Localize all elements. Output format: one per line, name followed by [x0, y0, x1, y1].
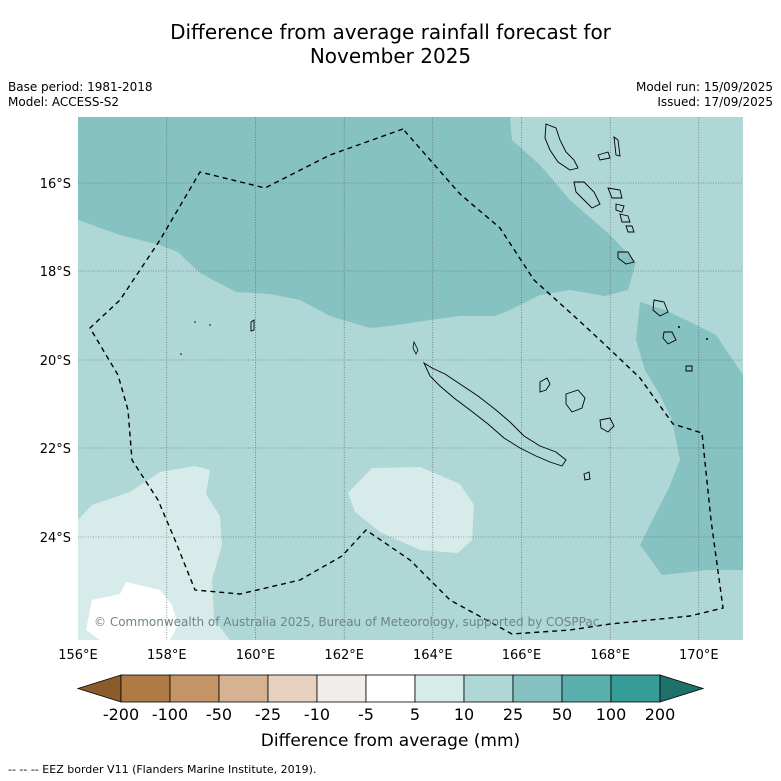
model-run-text: Model run: 15/09/2025	[635, 80, 773, 94]
colorbar-label: 5	[410, 705, 420, 724]
belep-island	[412, 340, 419, 355]
colorbar-segment	[169, 674, 220, 703]
lat-tick-label: 20°S	[40, 354, 71, 369]
matthew-island	[678, 326, 680, 328]
metadata-right: Model run: 15/09/2025 Issued: 17/09/2025	[636, 80, 773, 110]
lon-tick-label: 158°E	[147, 648, 187, 663]
colorbar-label: -25	[255, 705, 281, 724]
lat-tick-label: 18°S	[40, 265, 71, 280]
colorbar-label: -100	[152, 705, 188, 724]
colorbar-label: -5	[358, 705, 374, 724]
lat-tick-label: 24°S	[40, 531, 71, 546]
map-area: © Commonwealth of Australia 2025, Bureau…	[78, 117, 743, 640]
colorbar-extension-low	[76, 674, 122, 703]
epi-island	[615, 203, 625, 213]
reef-dot-1	[194, 321, 196, 323]
colorbar-segment	[218, 674, 269, 703]
reef-dot-2	[209, 324, 211, 326]
colorbar-segment	[414, 674, 465, 703]
rain-band-5-10-center	[348, 467, 474, 553]
malekula-island	[573, 181, 601, 209]
title-line-2: November 2025	[309, 44, 472, 68]
ouvea-island	[539, 377, 551, 393]
efate-island	[625, 225, 635, 233]
colorbar-label: 10	[454, 705, 474, 724]
lat-tick-label: 16°S	[40, 177, 71, 192]
copyright-text: © Commonwealth of Australia 2025, Bureau…	[94, 615, 599, 629]
colorbar-label: 200	[645, 705, 676, 724]
lon-tick-label: 166°E	[502, 648, 542, 663]
issued-text: Issued: 17/09/2025	[657, 95, 773, 109]
eez-footnote: -- -- -- EEZ border V11 (Flanders Marine…	[8, 763, 317, 776]
lon-tick-label: 170°E	[679, 648, 719, 663]
lat-tick-label: 22°S	[40, 442, 71, 457]
colorbar-label: -10	[304, 705, 330, 724]
graticule	[78, 117, 743, 640]
chesterfield-islands	[250, 319, 255, 332]
lon-tick-label: 162°E	[324, 648, 364, 663]
colorbar-label: -50	[206, 705, 232, 724]
lon-tick-label: 168°E	[590, 648, 630, 663]
eez-border	[89, 128, 724, 635]
pentecost-island	[613, 136, 621, 157]
colorbar-labels: -200 -100 -50 -25 -10 -5 5 10 25 50 100 …	[103, 705, 675, 724]
colorbar-title: Difference from average (mm)	[260, 731, 521, 751]
rain-band-white	[86, 582, 178, 640]
tanna-island	[652, 299, 669, 317]
new-caledonia-coastline	[422, 361, 567, 467]
colorbar-segment	[365, 674, 416, 703]
base-period-text: Base period: 1981-2018	[8, 80, 153, 94]
ambrym-island	[607, 187, 623, 199]
colorbar-label: -200	[103, 705, 139, 724]
colorbar-extension-high	[659, 674, 705, 703]
erromango-island	[617, 251, 635, 265]
colorbar-label: 25	[503, 705, 523, 724]
metadata-left: Base period: 1981-2018 Model: ACCESS-S2	[8, 80, 153, 110]
colorbar-label: 50	[552, 705, 572, 724]
espiritu-santo-island	[544, 123, 579, 171]
colorbar-segment	[120, 674, 171, 703]
mare-island	[599, 417, 615, 433]
colorbar-segment	[610, 674, 661, 703]
walpole-island	[685, 365, 693, 372]
longitude-axis: 156°E 158°E 160°E 162°E 164°E 166°E 168°…	[58, 648, 718, 663]
lon-tick-label: 164°E	[413, 648, 453, 663]
colorbar-segment	[316, 674, 367, 703]
model-text: Model: ACCESS-S2	[8, 95, 120, 109]
isle-of-pines	[583, 471, 591, 481]
colorbar-segment	[463, 674, 514, 703]
colorbar	[76, 674, 705, 703]
latitude-axis: 16°S 18°S 20°S 22°S 24°S	[40, 177, 71, 546]
reef-dot-3	[180, 353, 182, 355]
colorbar-segment	[512, 674, 563, 703]
rain-band-25-50-east	[636, 302, 743, 575]
aneityum-island	[662, 331, 677, 345]
shepherd-islands	[619, 213, 631, 223]
title-line-1: Difference from average rainfall forecas…	[170, 20, 611, 44]
lon-tick-label: 160°E	[236, 648, 276, 663]
lifou-island	[565, 389, 586, 413]
map-title: Difference from average rainfall forecas…	[0, 20, 781, 68]
colorbar-segment	[561, 674, 612, 703]
rain-band-25-50-north	[78, 117, 636, 328]
colorbar-label: 100	[596, 705, 627, 724]
lon-tick-label: 156°E	[58, 648, 98, 663]
hunter-island	[706, 338, 708, 340]
maewo-island	[597, 151, 611, 161]
colorbar-segment	[267, 674, 318, 703]
